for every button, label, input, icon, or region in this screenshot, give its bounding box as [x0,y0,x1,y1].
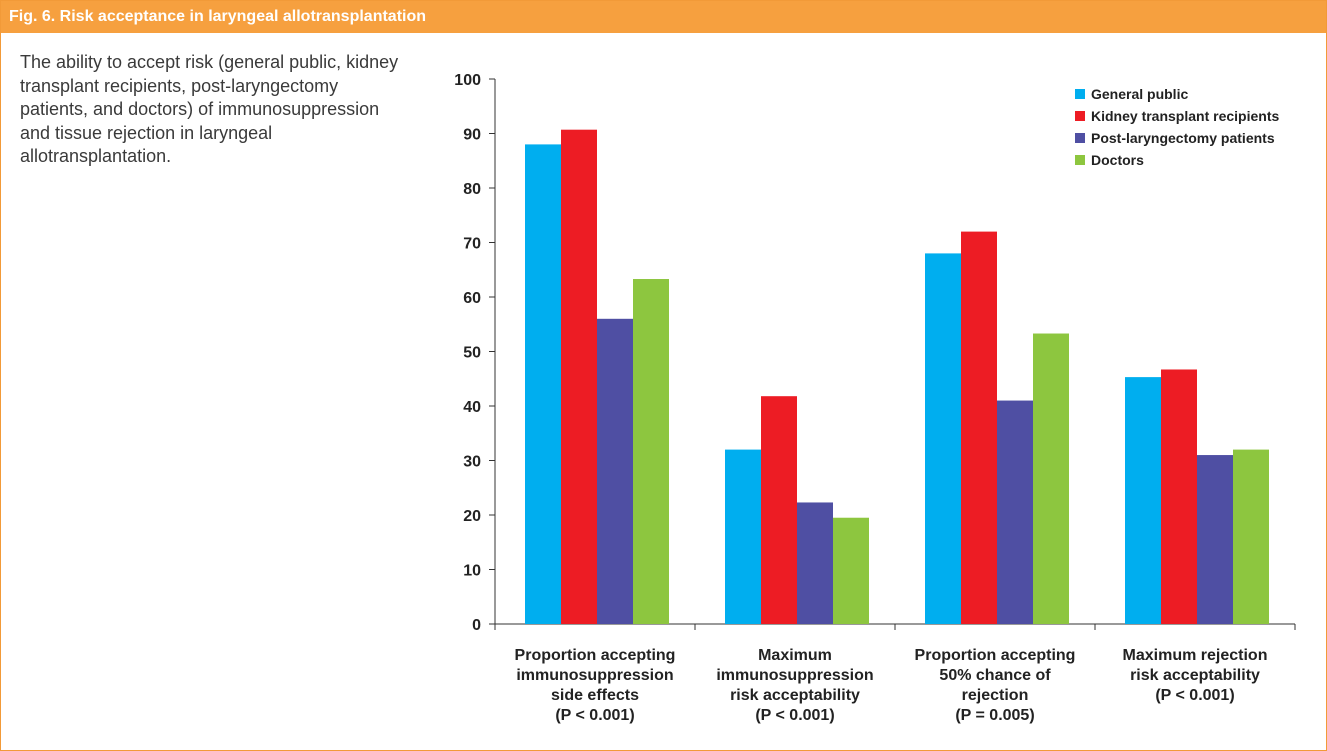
figure-header: Fig. 6. Risk acceptance in laryngeal all… [1,1,1326,33]
legend-swatch [1075,89,1085,99]
bar [725,449,761,624]
bar [633,279,669,624]
category-label: Proportion accepting [515,647,676,664]
legend-label: Doctors [1091,152,1144,168]
y-tick-label: 40 [463,399,481,416]
legend-label: General public [1091,86,1188,102]
y-tick-label: 30 [463,454,481,471]
category-label: immunosuppression [716,667,873,684]
category-label: (P = 0.005) [955,707,1034,724]
bar [1233,449,1269,624]
bar [761,396,797,624]
legend-swatch [1075,111,1085,121]
bar [1125,377,1161,624]
bar [961,231,997,624]
category-label: rejection [962,687,1029,704]
y-tick-label: 70 [463,236,481,253]
bar [833,517,869,624]
bar [561,129,597,624]
category-label: risk acceptability [730,687,860,704]
legend-swatch [1075,133,1085,143]
legend-label: Kidney transplant recipients [1091,108,1279,124]
category-label: side effects [551,687,639,704]
legend-label: Post-laryngectomy patients [1091,130,1275,146]
bar [997,400,1033,624]
bar [1161,369,1197,624]
y-tick-label: 0 [472,617,481,634]
bar [1033,333,1069,624]
bar [925,253,961,624]
legend-swatch [1075,155,1085,165]
category-label: 50% chance of [939,667,1051,684]
figure-caption: The ability to accept risk (general publ… [20,52,399,166]
y-tick-label: 90 [463,127,481,144]
bar [1197,455,1233,624]
category-label: Proportion accepting [915,647,1076,664]
y-tick-label: 80 [463,181,481,198]
category-label: Maximum [758,647,832,664]
bar [797,502,833,624]
category-label: (P < 0.001) [1155,687,1234,704]
category-label: Maximum rejection [1123,647,1268,664]
y-tick-label: 20 [463,508,481,525]
category-label: risk acceptability [1130,667,1260,684]
category-label: (P < 0.001) [555,707,634,724]
bar [525,144,561,624]
bar [597,318,633,624]
category-label: immunosuppression [516,667,673,684]
y-tick-label: 50 [463,345,481,362]
y-tick-label: 60 [463,290,481,307]
y-tick-label: 10 [463,563,481,580]
y-tick-label: 100 [454,72,481,89]
category-label: (P < 0.001) [755,707,834,724]
